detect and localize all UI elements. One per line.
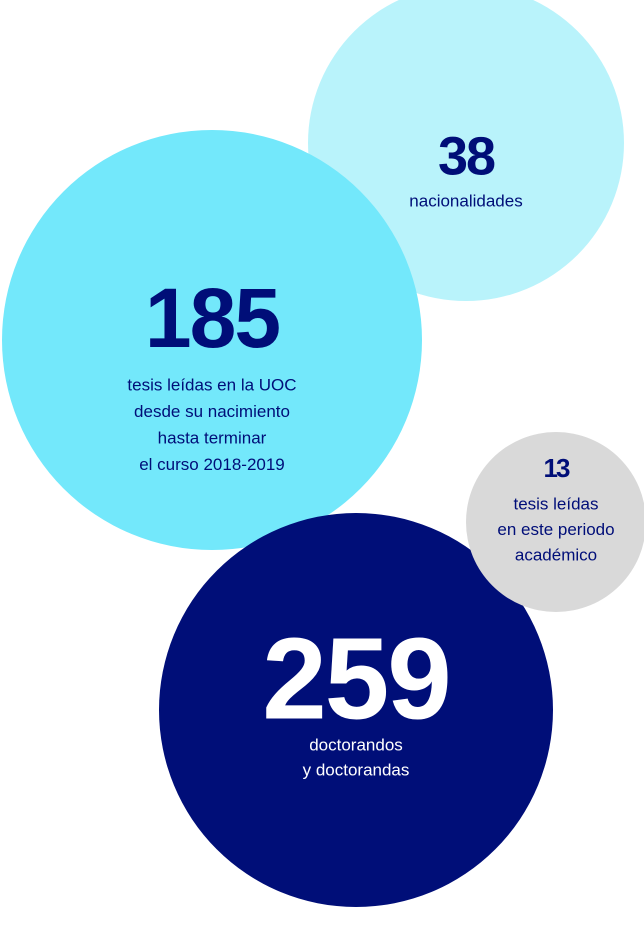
bubble-label: el curso 2018-2019 [139, 455, 285, 474]
bubble-label: tesis leídas en la UOC [127, 375, 296, 394]
bubble-label: académico [515, 545, 597, 564]
bubble-label: desde su nacimiento [134, 402, 290, 421]
bubble [159, 513, 553, 907]
bubble-number: 13 [544, 453, 570, 483]
bubble-label: tesis leídas [513, 494, 598, 513]
bubble-label: hasta terminar [158, 428, 267, 447]
bubble-label: nacionalidades [409, 191, 522, 210]
bubble-number: 259 [262, 614, 450, 744]
bubble-label: y doctorandas [303, 760, 410, 779]
bubble-label: en este periodo [497, 520, 614, 539]
bubble-label: doctorandos [309, 735, 403, 754]
bubble-number: 185 [145, 271, 279, 365]
bubble [2, 130, 422, 550]
bubble-number: 38 [438, 126, 495, 186]
bubble [466, 432, 644, 612]
